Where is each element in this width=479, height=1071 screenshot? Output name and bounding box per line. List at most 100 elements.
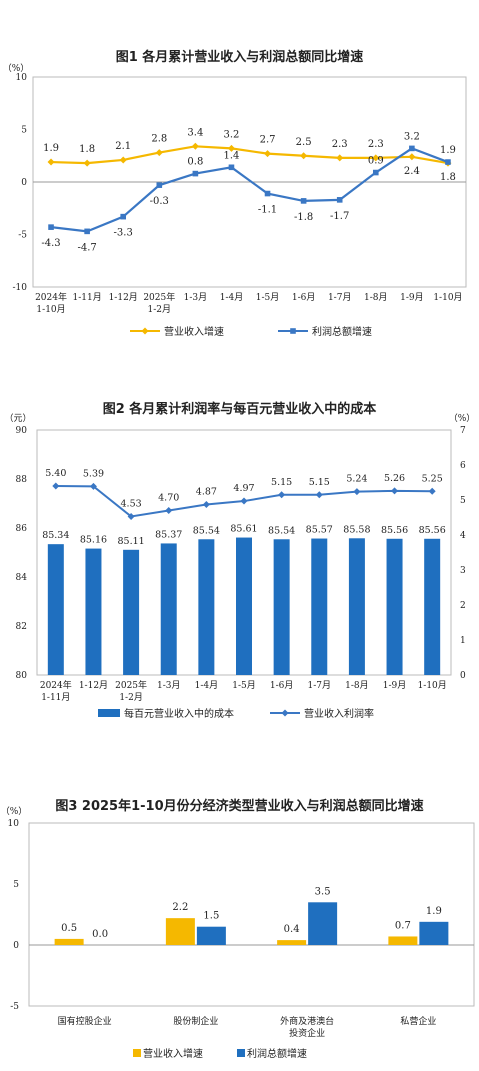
x-tick-label: 1-6月 (270, 680, 294, 691)
data-point (202, 501, 210, 509)
y2-tick-label: 6 (460, 461, 466, 471)
bar (123, 549, 140, 675)
data-label: -4.3 (41, 238, 60, 249)
bar-data-label: 2.2 (172, 902, 188, 913)
x-tick-label: 1-9月 (383, 680, 407, 691)
data-point (300, 152, 308, 160)
legend-label: 营业收入增速 (164, 325, 224, 338)
data-label: 1.4 (224, 150, 240, 161)
data-point (240, 497, 248, 505)
data-point (391, 487, 399, 495)
x-tick-label: 2025年 (115, 679, 147, 691)
data-point (353, 488, 361, 496)
bar (47, 544, 64, 675)
bar (196, 926, 226, 945)
x-tick-label: 股份制企业 (173, 1015, 218, 1027)
bar-data-label: 85.37 (155, 529, 182, 540)
data-label: 1.8 (440, 172, 456, 183)
y-tick-label: -10 (13, 283, 28, 293)
x-tick-label: 1-2月 (119, 692, 143, 703)
x-tick-label: 1-12月 (109, 292, 138, 303)
legend-label: 营业收入增速 (143, 1047, 203, 1060)
bar (386, 538, 403, 675)
bar (388, 936, 418, 945)
x-tick-label: 1-12月 (79, 680, 108, 691)
legend-marker (281, 709, 289, 717)
y2-tick-label: 7 (460, 426, 466, 436)
data-point (165, 507, 173, 514)
line-data-label: 4.97 (233, 483, 254, 494)
data-point (156, 182, 163, 188)
data-label: -3.3 (114, 228, 133, 239)
bar (308, 902, 338, 945)
bar (165, 918, 195, 945)
y-tick-label: 80 (16, 671, 28, 681)
line-data-label: 4.87 (196, 487, 217, 498)
x-tick-label: 2024年 (35, 291, 67, 303)
y-tick-label: 10 (8, 819, 20, 829)
legend-swatch (98, 709, 120, 717)
data-point (372, 154, 380, 162)
series-line (51, 145, 449, 165)
data-point (372, 169, 379, 176)
data-point (52, 482, 60, 490)
line-data-label: 5.40 (45, 468, 66, 479)
bar (273, 539, 290, 675)
bar-data-label: 85.54 (268, 525, 295, 536)
line-data-label: 5.26 (384, 473, 405, 484)
chart-2-title: 图2 各月累计利润率与每百元营业收入中的成本 (102, 402, 377, 417)
x-tick-label: 1-10月 (418, 680, 447, 691)
bar-data-label: 85.11 (117, 536, 144, 547)
chart-3-title: 图3 2025年1-10月份分经济类型营业收入与利润总额同比增速 (55, 799, 424, 814)
bar-data-label: 0.4 (284, 924, 300, 935)
data-label: 0.8 (187, 157, 203, 168)
data-label: 2.3 (368, 139, 384, 150)
chart-2-svg: （元） （%） 90 88 86 84 82 80 7 6 5 4 3 2 1 0 85.34 85.16 85.1… (4, 413, 475, 720)
data-point (264, 190, 271, 197)
bar (198, 539, 215, 675)
data-label: 2.5 (296, 137, 312, 148)
series-line (50, 147, 449, 233)
data-point (315, 491, 323, 499)
bar (348, 538, 365, 675)
x-tick-label: 1-7月 (308, 680, 332, 691)
data-point (119, 156, 127, 164)
bar-data-label: 3.5 (315, 886, 331, 897)
data-label: 3.2 (404, 131, 420, 142)
x-tick-label: 1-3月 (157, 680, 181, 691)
y-tick-label: -5 (18, 231, 27, 241)
x-tick-label: 1-8月 (364, 292, 388, 303)
bar (311, 538, 328, 675)
bar-data-label: 85.56 (381, 525, 408, 536)
data-point (155, 149, 163, 157)
plot-frame (28, 822, 475, 1007)
data-point (278, 491, 286, 499)
line-data-label: 5.39 (83, 468, 104, 479)
y-tick-label: 84 (16, 573, 28, 583)
data-point (47, 158, 55, 166)
data-label: 2.8 (151, 134, 167, 145)
data-point (264, 150, 272, 158)
x-tick-label: 1-4月 (220, 292, 244, 303)
line-data-label: 5.24 (346, 474, 367, 485)
bar-data-label: 85.61 (230, 524, 257, 535)
bar-data-label: 1.5 (203, 911, 219, 922)
y-tick-label: 0 (13, 941, 19, 951)
data-point (300, 198, 307, 204)
data-label: 2.4 (404, 166, 420, 177)
data-label: 0.9 (368, 156, 384, 167)
x-tick-label: 外商及港澳台 (280, 1015, 334, 1027)
figure-2: 图2 各月累计利润率与每百元营业收入中的成本 （元） （%） 90 88 86 84 82 8… (4, 402, 475, 720)
legend-swatch (133, 1049, 141, 1057)
bar-data-label: 85.57 (306, 525, 333, 536)
bar-data-label: 0.0 (92, 929, 108, 940)
data-point (227, 144, 235, 152)
data-label: 1.8 (79, 144, 95, 155)
data-point (409, 145, 415, 152)
y2-tick-label: 4 (460, 531, 466, 541)
y-axis-unit: （%） (1, 806, 28, 817)
data-point (228, 164, 235, 171)
bar-data-label: 85.34 (42, 530, 69, 541)
